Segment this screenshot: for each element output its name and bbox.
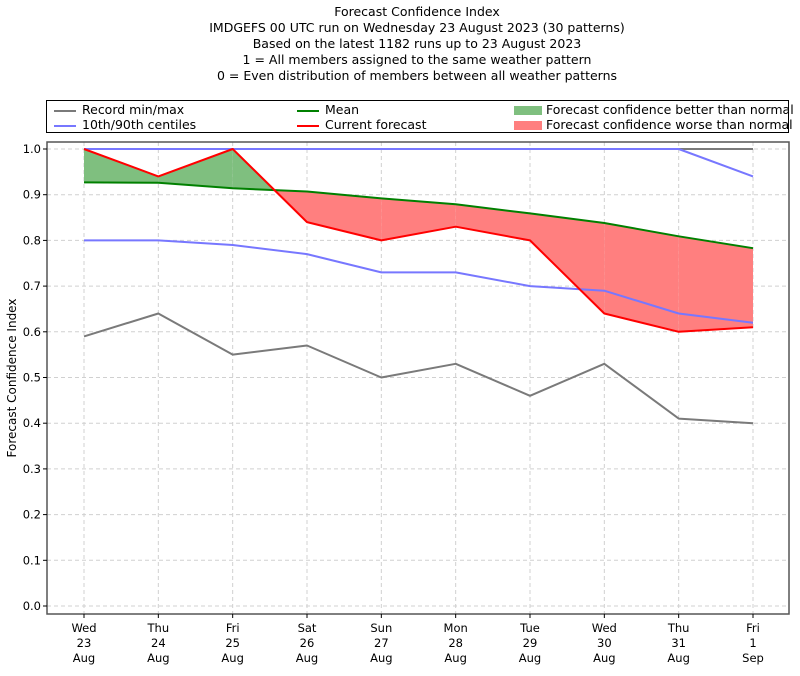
y-axis: 0.0 0.1 0.2 0.3 0.4 0.5 0.6 0.7 0.8 0.9 1.0 — [23, 142, 47, 613]
x-tick-label: 1 — [749, 636, 756, 650]
y-tick-label: 0.1 — [23, 553, 41, 567]
x-tick-label: Wed — [592, 621, 617, 635]
subtitle-line: 0 = Even distribution of members between… — [216, 68, 618, 83]
y-tick-label: 0.7 — [23, 279, 41, 293]
x-tick-label: 31 — [671, 636, 686, 650]
series-line-mean — [83, 181, 754, 250]
legend-label: 10th/90th centiles — [82, 117, 197, 132]
x-tick-label: 27 — [374, 636, 389, 650]
y-tick-label: 0.2 — [23, 508, 41, 522]
x-tick-label: 23 — [77, 636, 92, 650]
x-tick-label: Aug — [444, 651, 466, 665]
legend-swatch-mean — [297, 109, 319, 112]
y-tick-label: 0.8 — [23, 233, 41, 247]
x-tick-label: Sep — [742, 651, 764, 665]
x-tick-label: Aug — [370, 651, 392, 665]
x-tick-label: Aug — [519, 651, 541, 665]
fill-worse-than-normal — [530, 213, 605, 314]
chart-title: Forecast Confidence Index IMDGEFS 00 UTC… — [0, 4, 800, 84]
y-tick-label: 0.4 — [23, 416, 41, 430]
y-tick-label: 0.0 — [23, 599, 41, 613]
confidence-fills — [84, 149, 753, 332]
legend-swatch-worse — [514, 121, 542, 130]
legend-swatch-centiles — [54, 124, 76, 127]
x-tick-label: Aug — [296, 651, 318, 665]
legend-item-record: Record min/max — [54, 102, 184, 117]
x-tick-label: Sun — [370, 621, 392, 635]
y-tick-label: 0.5 — [23, 371, 41, 385]
y-axis-label: Forecast Confidence Index — [5, 299, 19, 458]
series-line-current-forecast — [83, 148, 754, 333]
legend-swatch-current — [297, 124, 319, 127]
legend-item-centiles: 10th/90th centiles — [54, 117, 196, 132]
x-tick-label: 28 — [448, 636, 463, 650]
x-axis: Wed23AugThu24AugFri25AugSat26AugSun27Aug… — [71, 614, 764, 665]
legend: Record min/max Mean Forecast confidence … — [46, 100, 794, 133]
fill-worse-than-normal — [678, 236, 753, 332]
legend-item-current: Current forecast — [297, 117, 426, 132]
subtitle-line: Based on the latest 1182 runs up to 23 A… — [252, 36, 582, 51]
x-tick-label: Aug — [593, 651, 615, 665]
series-line-10th-centile — [84, 239, 754, 324]
x-tick-label: 24 — [151, 636, 166, 650]
x-tick-label: Mon — [444, 621, 468, 635]
legend-swatch-record — [54, 109, 76, 112]
x-tick-label: Wed — [71, 621, 96, 635]
x-tick-label: 25 — [225, 636, 240, 650]
legend-label: Mean — [325, 102, 360, 117]
x-tick-label: Fri — [746, 621, 760, 635]
legend-item-better: Forecast confidence better than normal — [514, 102, 794, 117]
legend-item-worse: Forecast confidence worse than normal — [514, 117, 793, 132]
y-tick-label: 0.3 — [23, 462, 41, 476]
x-tick-label: Tue — [519, 621, 540, 635]
fill-better-than-normal — [84, 149, 159, 183]
x-tick-label: Aug — [73, 651, 95, 665]
series-line-90th-centile — [84, 148, 754, 178]
x-tick-label: Aug — [221, 651, 243, 665]
x-tick-label: Aug — [147, 651, 169, 665]
x-tick-label: Thu — [667, 621, 690, 635]
x-tick-label: 29 — [523, 636, 538, 650]
legend-label: Forecast confidence better than normal — [546, 102, 794, 117]
legend-label: Current forecast — [325, 117, 427, 132]
fill-better-than-normal — [158, 149, 233, 189]
legend-label: Forecast confidence worse than normal — [546, 117, 793, 132]
x-tick-label: Fri — [226, 621, 240, 635]
series-line-record-min — [83, 312, 754, 425]
legend-item-mean: Mean — [297, 102, 359, 117]
x-tick-label: Thu — [147, 621, 170, 635]
x-tick-label: 26 — [300, 636, 315, 650]
y-tick-label: 0.9 — [23, 188, 41, 202]
subtitle-line: 1 = All members assigned to the same wea… — [242, 52, 592, 67]
x-tick-label: Aug — [667, 651, 689, 665]
fill-worse-than-normal — [455, 204, 530, 241]
fill-worse-than-normal — [307, 191, 382, 241]
series-lines — [83, 148, 754, 425]
fill-worse-than-normal — [604, 223, 679, 332]
legend-swatch-better — [514, 106, 542, 115]
subtitle-line: IMDGEFS 00 UTC run on Wednesday 23 Augus… — [209, 20, 625, 35]
x-tick-label: 30 — [597, 636, 612, 650]
y-tick-label: 0.6 — [23, 325, 41, 339]
y-tick-label: 1.0 — [23, 142, 41, 156]
x-tick-label: Sat — [298, 621, 317, 635]
legend-label: Record min/max — [82, 102, 185, 117]
title-line: Forecast Confidence Index — [334, 4, 500, 19]
